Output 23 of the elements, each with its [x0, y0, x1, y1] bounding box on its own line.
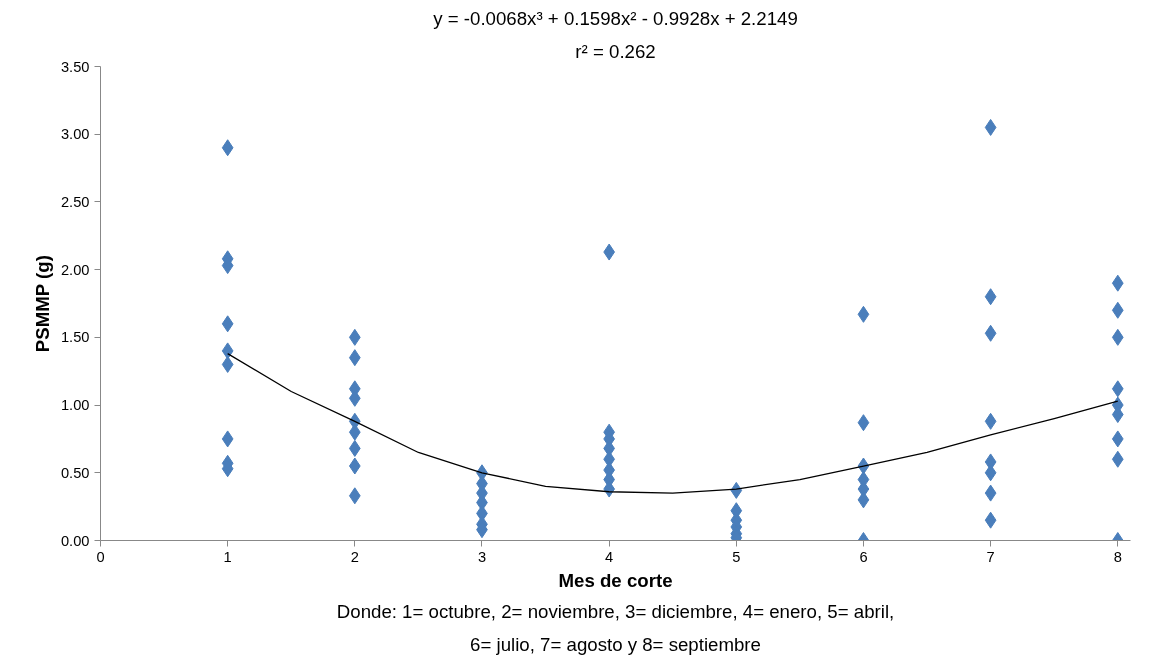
- text: 6= julio, 7= agosto y 8= septiembre: [470, 633, 761, 655]
- chart-title: y = -0.0068x³ + 0.1598x² - 0.9928x + 2.2149: [433, 7, 798, 29]
- text: Donde: 1= octubre, 2= noviembre, 3= diciembre, 4= enero, 5= abril,: [336, 600, 895, 622]
- x-tick-label: 4: [605, 548, 614, 565]
- y-tick-label: 0.00: [60, 532, 90, 549]
- y-axis-title: PSMMP (g): [31, 255, 53, 353]
- y-tick-label: 3.50: [60, 58, 90, 75]
- x-axis-title: Mes de corte: [558, 569, 673, 591]
- x-tick-label: 1: [223, 548, 232, 565]
- y-tick-label: 0.50: [60, 464, 90, 481]
- y-tick-label: 2.50: [60, 193, 90, 210]
- x-tick-label: 8: [1113, 548, 1122, 565]
- x-tick-label: 0: [96, 548, 105, 565]
- x-tick-label: 3: [477, 548, 487, 565]
- y-tick-label: 2.00: [60, 261, 90, 278]
- chart-subtitle: r² = 0.262: [575, 40, 656, 62]
- x-tick-label: 7: [986, 548, 995, 565]
- y-tick-label: 1.00: [60, 397, 90, 414]
- x-tick-label: 5: [732, 548, 741, 565]
- y-tick-label: 3.00: [60, 126, 90, 143]
- y-tick-label: 1.50: [60, 329, 90, 346]
- x-tick-label: 6: [859, 548, 868, 565]
- x-tick-label: 2: [350, 548, 359, 565]
